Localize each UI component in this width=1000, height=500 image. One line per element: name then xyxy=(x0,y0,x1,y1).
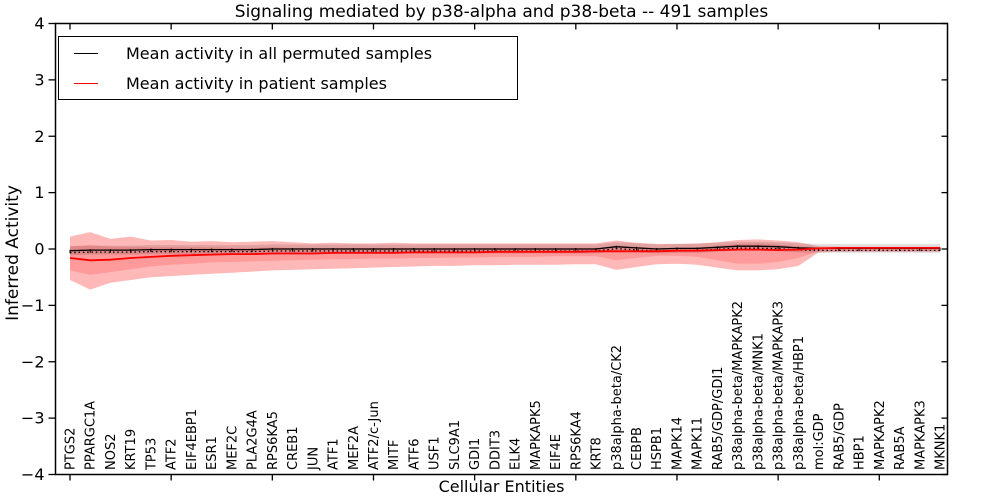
patient-band-inner xyxy=(70,243,940,275)
y-tick-label: −4 xyxy=(21,465,45,484)
x-category-label: CEBPB xyxy=(630,427,645,470)
x-category-label: MAPKAPK3 xyxy=(913,400,928,470)
x-category-label: RAB5A xyxy=(893,426,908,470)
x-category-label: MEF2A xyxy=(347,426,362,470)
y-tick-label: 0 xyxy=(34,240,44,259)
x-category-label: ELK4 xyxy=(509,438,524,470)
x-category-label: ATF2 xyxy=(165,438,180,470)
legend-item-patient: Mean activity in patient samples xyxy=(59,68,517,98)
x-category-label: PPARGC1A xyxy=(84,401,99,470)
x-category-label: KRT19 xyxy=(124,429,139,470)
y-tick-label: −3 xyxy=(21,409,45,428)
x-category-label: MKNK1 xyxy=(934,424,949,470)
y-tick-label: −1 xyxy=(21,296,45,315)
x-category-label: p38alpha-beta/MNK1 xyxy=(751,333,766,470)
x-category-label: KRT8 xyxy=(590,437,605,470)
x-category-label: PLA2G4A xyxy=(246,410,261,470)
legend-item-permuted: Mean activity in all permuted samples xyxy=(59,38,517,68)
x-category-label: MAPK11 xyxy=(691,417,706,470)
x-category-label: RAB5/GDP/GDI1 xyxy=(711,367,726,470)
patient-line-swatch xyxy=(74,82,98,84)
x-category-label: ATF1 xyxy=(327,438,342,470)
patient-mean-line xyxy=(69,246,940,262)
x-category-label: DDIT3 xyxy=(488,430,503,470)
x-category-label: MAPKAPK2 xyxy=(873,400,888,470)
y-tick-label: 1 xyxy=(34,183,44,202)
x-category-label: ESR1 xyxy=(205,436,220,470)
chart-title: Signaling mediated by p38-alpha and p38-… xyxy=(234,2,769,22)
x-category-label: CREB1 xyxy=(286,426,301,470)
y-tick-label: 4 xyxy=(34,14,44,33)
x-category-label: RAB5/GDP xyxy=(832,403,847,470)
y-axis-label: Inferred Activity xyxy=(3,185,23,321)
legend-label: Mean activity in patient samples xyxy=(126,73,387,93)
x-category-label: MAPKAPK5 xyxy=(529,400,544,470)
x-category-label: USF1 xyxy=(428,436,443,470)
x-category-label: MAPK14 xyxy=(670,417,685,470)
x-category-label: RPS6KA5 xyxy=(266,411,281,470)
x-axis-label: Cellular Entities xyxy=(438,477,565,496)
x-category-label: SLC9A1 xyxy=(448,420,463,470)
x-category-label: p38alpha-beta/CK2 xyxy=(610,345,625,470)
x-category-label: TP53 xyxy=(144,438,159,471)
x-category-label: p38alpha-beta/HBP1 xyxy=(792,336,807,470)
x-category-label: EIF4EBP1 xyxy=(185,409,200,470)
x-category-label: EIF4E xyxy=(549,434,564,470)
x-category-label: GDI1 xyxy=(468,438,483,470)
x-category-label: MEF2C xyxy=(225,426,240,470)
permuted-line-swatch xyxy=(74,52,98,54)
x-category-label: HSPB1 xyxy=(650,427,665,470)
x-category-label: ATF6 xyxy=(407,438,422,470)
x-category-label: PTGS2 xyxy=(64,428,79,470)
x-category-label: RPS6KA4 xyxy=(569,411,584,470)
x-category-label: ATF2/c-Jun xyxy=(367,401,382,470)
x-category-label: p38alpha-beta/MAPKAPK3 xyxy=(772,301,787,470)
permuted-mean-line xyxy=(69,245,940,252)
x-category-label: JUN xyxy=(306,447,321,471)
x-category-label: HBP1 xyxy=(853,435,868,470)
y-tick-label: 2 xyxy=(34,127,44,146)
x-category-label: mol:GDP xyxy=(812,413,827,470)
y-tick-label: −2 xyxy=(21,352,45,371)
x-category-label: NOS2 xyxy=(104,434,119,470)
y-tick-label: 3 xyxy=(34,70,44,89)
legend: Mean activity in all permuted samples Me… xyxy=(58,36,518,100)
legend-label: Mean activity in all permuted samples xyxy=(126,43,433,63)
x-category-label: p38alpha-beta/MAPKAPK2 xyxy=(731,301,746,470)
x-category-label: MITF xyxy=(387,440,402,470)
